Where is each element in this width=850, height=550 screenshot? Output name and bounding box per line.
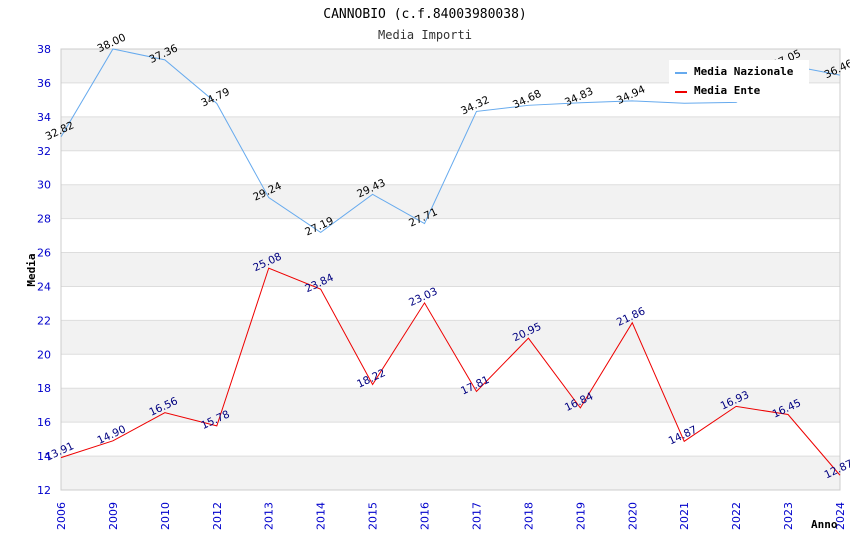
plot-band <box>61 116 840 151</box>
y-tick-label: 38 <box>37 43 51 56</box>
y-tick-label: 18 <box>37 382 51 395</box>
y-axis-label: Media <box>25 253 38 286</box>
y-tick-label: 28 <box>37 213 51 226</box>
x-tick-label: 2021 <box>678 502 691 530</box>
plot-band <box>61 388 840 423</box>
x-tick-label: 2012 <box>211 502 224 530</box>
grid-lines <box>61 48 840 491</box>
y-tick-label: 14 <box>37 450 51 463</box>
series-line-media-ente <box>60 267 841 476</box>
x-tick-label: 2006 <box>55 502 68 530</box>
data-label: 34.94 <box>615 83 648 107</box>
legend-label-media-ente: Media Ente <box>694 84 761 97</box>
x-tick-label: 2018 <box>522 502 535 530</box>
plot-background <box>61 49 840 490</box>
legend: Media Nazionale Media Ente <box>669 60 809 102</box>
chart-subtitle: Media Importi <box>378 28 472 42</box>
x-tick-label: 2023 <box>782 502 795 530</box>
plot-band <box>61 456 840 490</box>
plot-band <box>61 252 840 287</box>
x-tick-label: 2010 <box>159 502 172 530</box>
y-tick-label: 20 <box>37 348 51 361</box>
y-tick-label: 34 <box>37 111 51 124</box>
chart-title: CANNOBIO (c.f.84003980038) <box>323 7 527 22</box>
legend-background <box>669 60 809 102</box>
x-tick-label: 2015 <box>367 502 380 530</box>
y-tick-label: 16 <box>37 416 51 429</box>
legend-label-media-nazionale: Media Nazionale <box>694 65 794 78</box>
data-label: 14.87 <box>667 424 699 448</box>
data-label: 18.22 <box>355 367 387 391</box>
y-tick-label: 30 <box>37 179 51 192</box>
data-label: 34.83 <box>563 85 595 109</box>
y-tick-label: 32 <box>37 145 51 158</box>
x-tick-label: 2009 <box>107 502 120 530</box>
y-tick-label: 36 <box>37 77 51 90</box>
x-axis-ticks: 2006 2009 2010 2012 2013 2014 2015 2016 2017 2018… <box>55 502 847 530</box>
x-tick-label: 2022 <box>730 502 743 530</box>
y-tick-label: 12 <box>37 484 51 497</box>
data-label: 34.79 <box>199 86 231 110</box>
x-tick-label: 2024 <box>834 502 847 530</box>
y-axis-ticks: 12 14 16 18 20 22 24 26 28 30 32 34 36 38 <box>37 43 51 497</box>
y-tick-label: 24 <box>37 280 51 293</box>
series-line-media-nazionale <box>60 48 841 233</box>
plot-band <box>61 184 840 219</box>
x-tick-label: 2020 <box>626 502 639 530</box>
x-tick-label: 2016 <box>419 502 432 530</box>
data-label: 34.68 <box>511 88 543 112</box>
plot-frame <box>60 48 841 491</box>
x-tick-label: 2017 <box>470 502 483 530</box>
series-lines <box>60 48 841 476</box>
y-tick-label: 26 <box>37 247 51 260</box>
x-axis-label: Anno <box>811 518 838 531</box>
data-label: 14.90 <box>96 423 128 447</box>
y-tick-label: 22 <box>37 314 51 327</box>
x-tick-label: 2013 <box>263 502 276 530</box>
x-tick-label: 2014 <box>315 502 328 530</box>
x-tick-label: 2019 <box>574 502 587 530</box>
plot-band <box>61 320 840 355</box>
